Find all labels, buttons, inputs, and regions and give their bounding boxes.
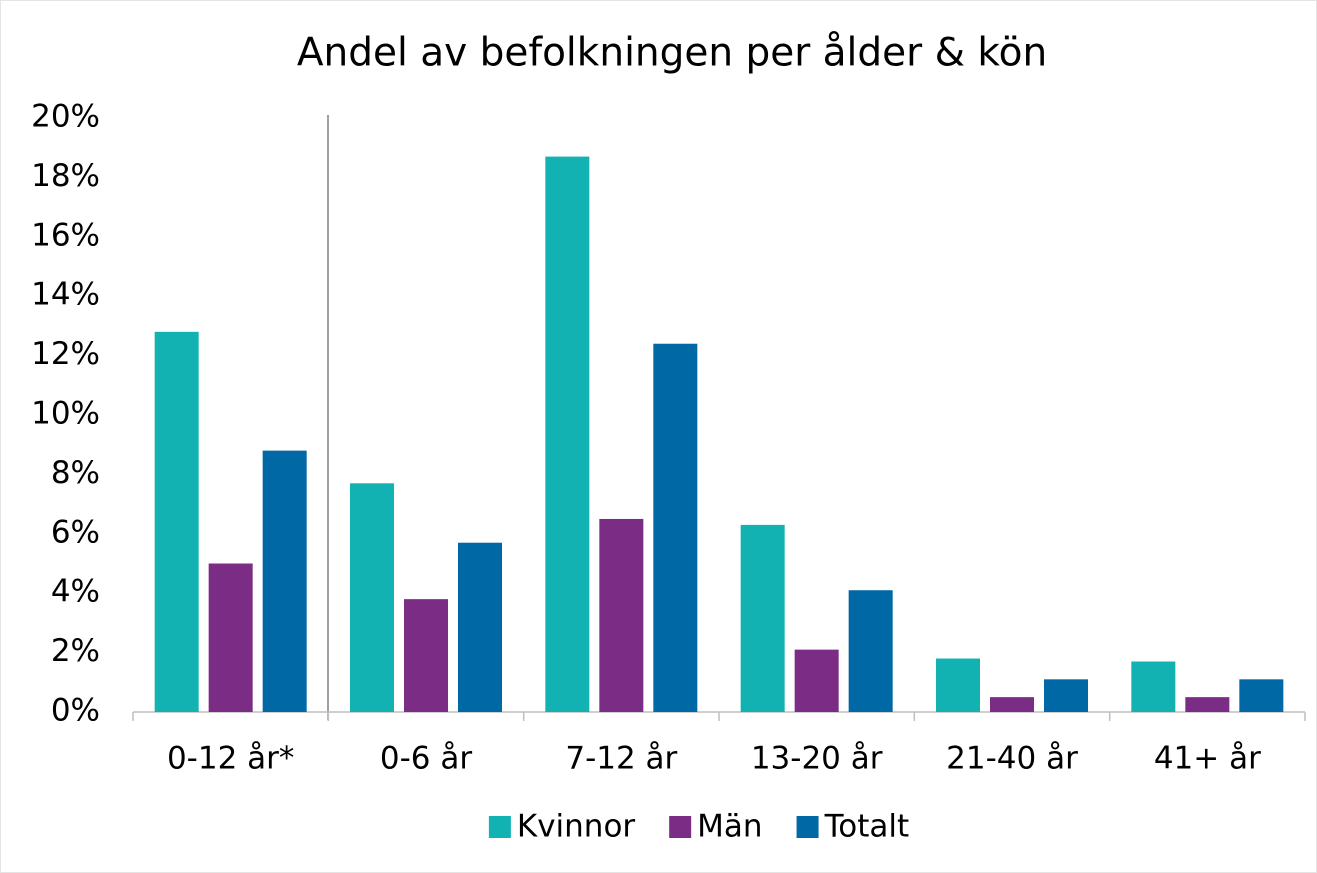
x-tick-label: 7-12 år — [565, 741, 677, 777]
bar — [740, 524, 785, 712]
y-tick-label: 8% — [51, 455, 100, 491]
bar — [262, 450, 307, 712]
bar — [208, 563, 253, 712]
x-tick-label: 41+ år — [1154, 741, 1261, 777]
y-tick-label: 0% — [51, 693, 100, 729]
bar — [599, 518, 644, 712]
y-tick-label: 10% — [31, 396, 100, 432]
y-tick-label: 14% — [31, 277, 100, 313]
legend-label: Totalt — [824, 809, 910, 845]
bar — [1239, 679, 1284, 712]
x-tick-label: 0-6 år — [380, 741, 472, 777]
bar — [154, 331, 199, 712]
bar — [936, 658, 980, 712]
y-tick-label: 16% — [31, 217, 100, 253]
y-tick-label: 20% — [31, 99, 100, 135]
bar — [653, 343, 698, 712]
bar — [1185, 697, 1230, 712]
y-tick-label: 6% — [51, 514, 100, 550]
legend-swatch — [669, 816, 692, 838]
x-tick-label: 21-40 år — [946, 741, 1078, 777]
x-tick-label: 0-12 år* — [167, 741, 294, 777]
legend-label: Kvinnor — [517, 809, 636, 845]
legend-swatch — [796, 816, 819, 838]
bar — [458, 542, 502, 712]
y-tick-label: 4% — [51, 574, 100, 610]
bar — [404, 599, 448, 712]
chart-title: Andel av befolkningen per ålder & kön — [297, 31, 1047, 76]
legend-label: Män — [697, 809, 762, 845]
y-tick-label: 12% — [31, 336, 100, 372]
bar — [794, 649, 839, 712]
bar — [990, 697, 1034, 712]
bar — [1131, 661, 1176, 712]
bar — [848, 590, 893, 712]
bar — [545, 156, 590, 713]
y-tick-label: 2% — [51, 633, 100, 669]
y-tick-label: 18% — [31, 158, 100, 194]
legend-swatch — [488, 816, 511, 838]
x-tick-label: 13-20 år — [751, 741, 883, 777]
bar — [350, 483, 394, 712]
bar — [1044, 679, 1088, 712]
